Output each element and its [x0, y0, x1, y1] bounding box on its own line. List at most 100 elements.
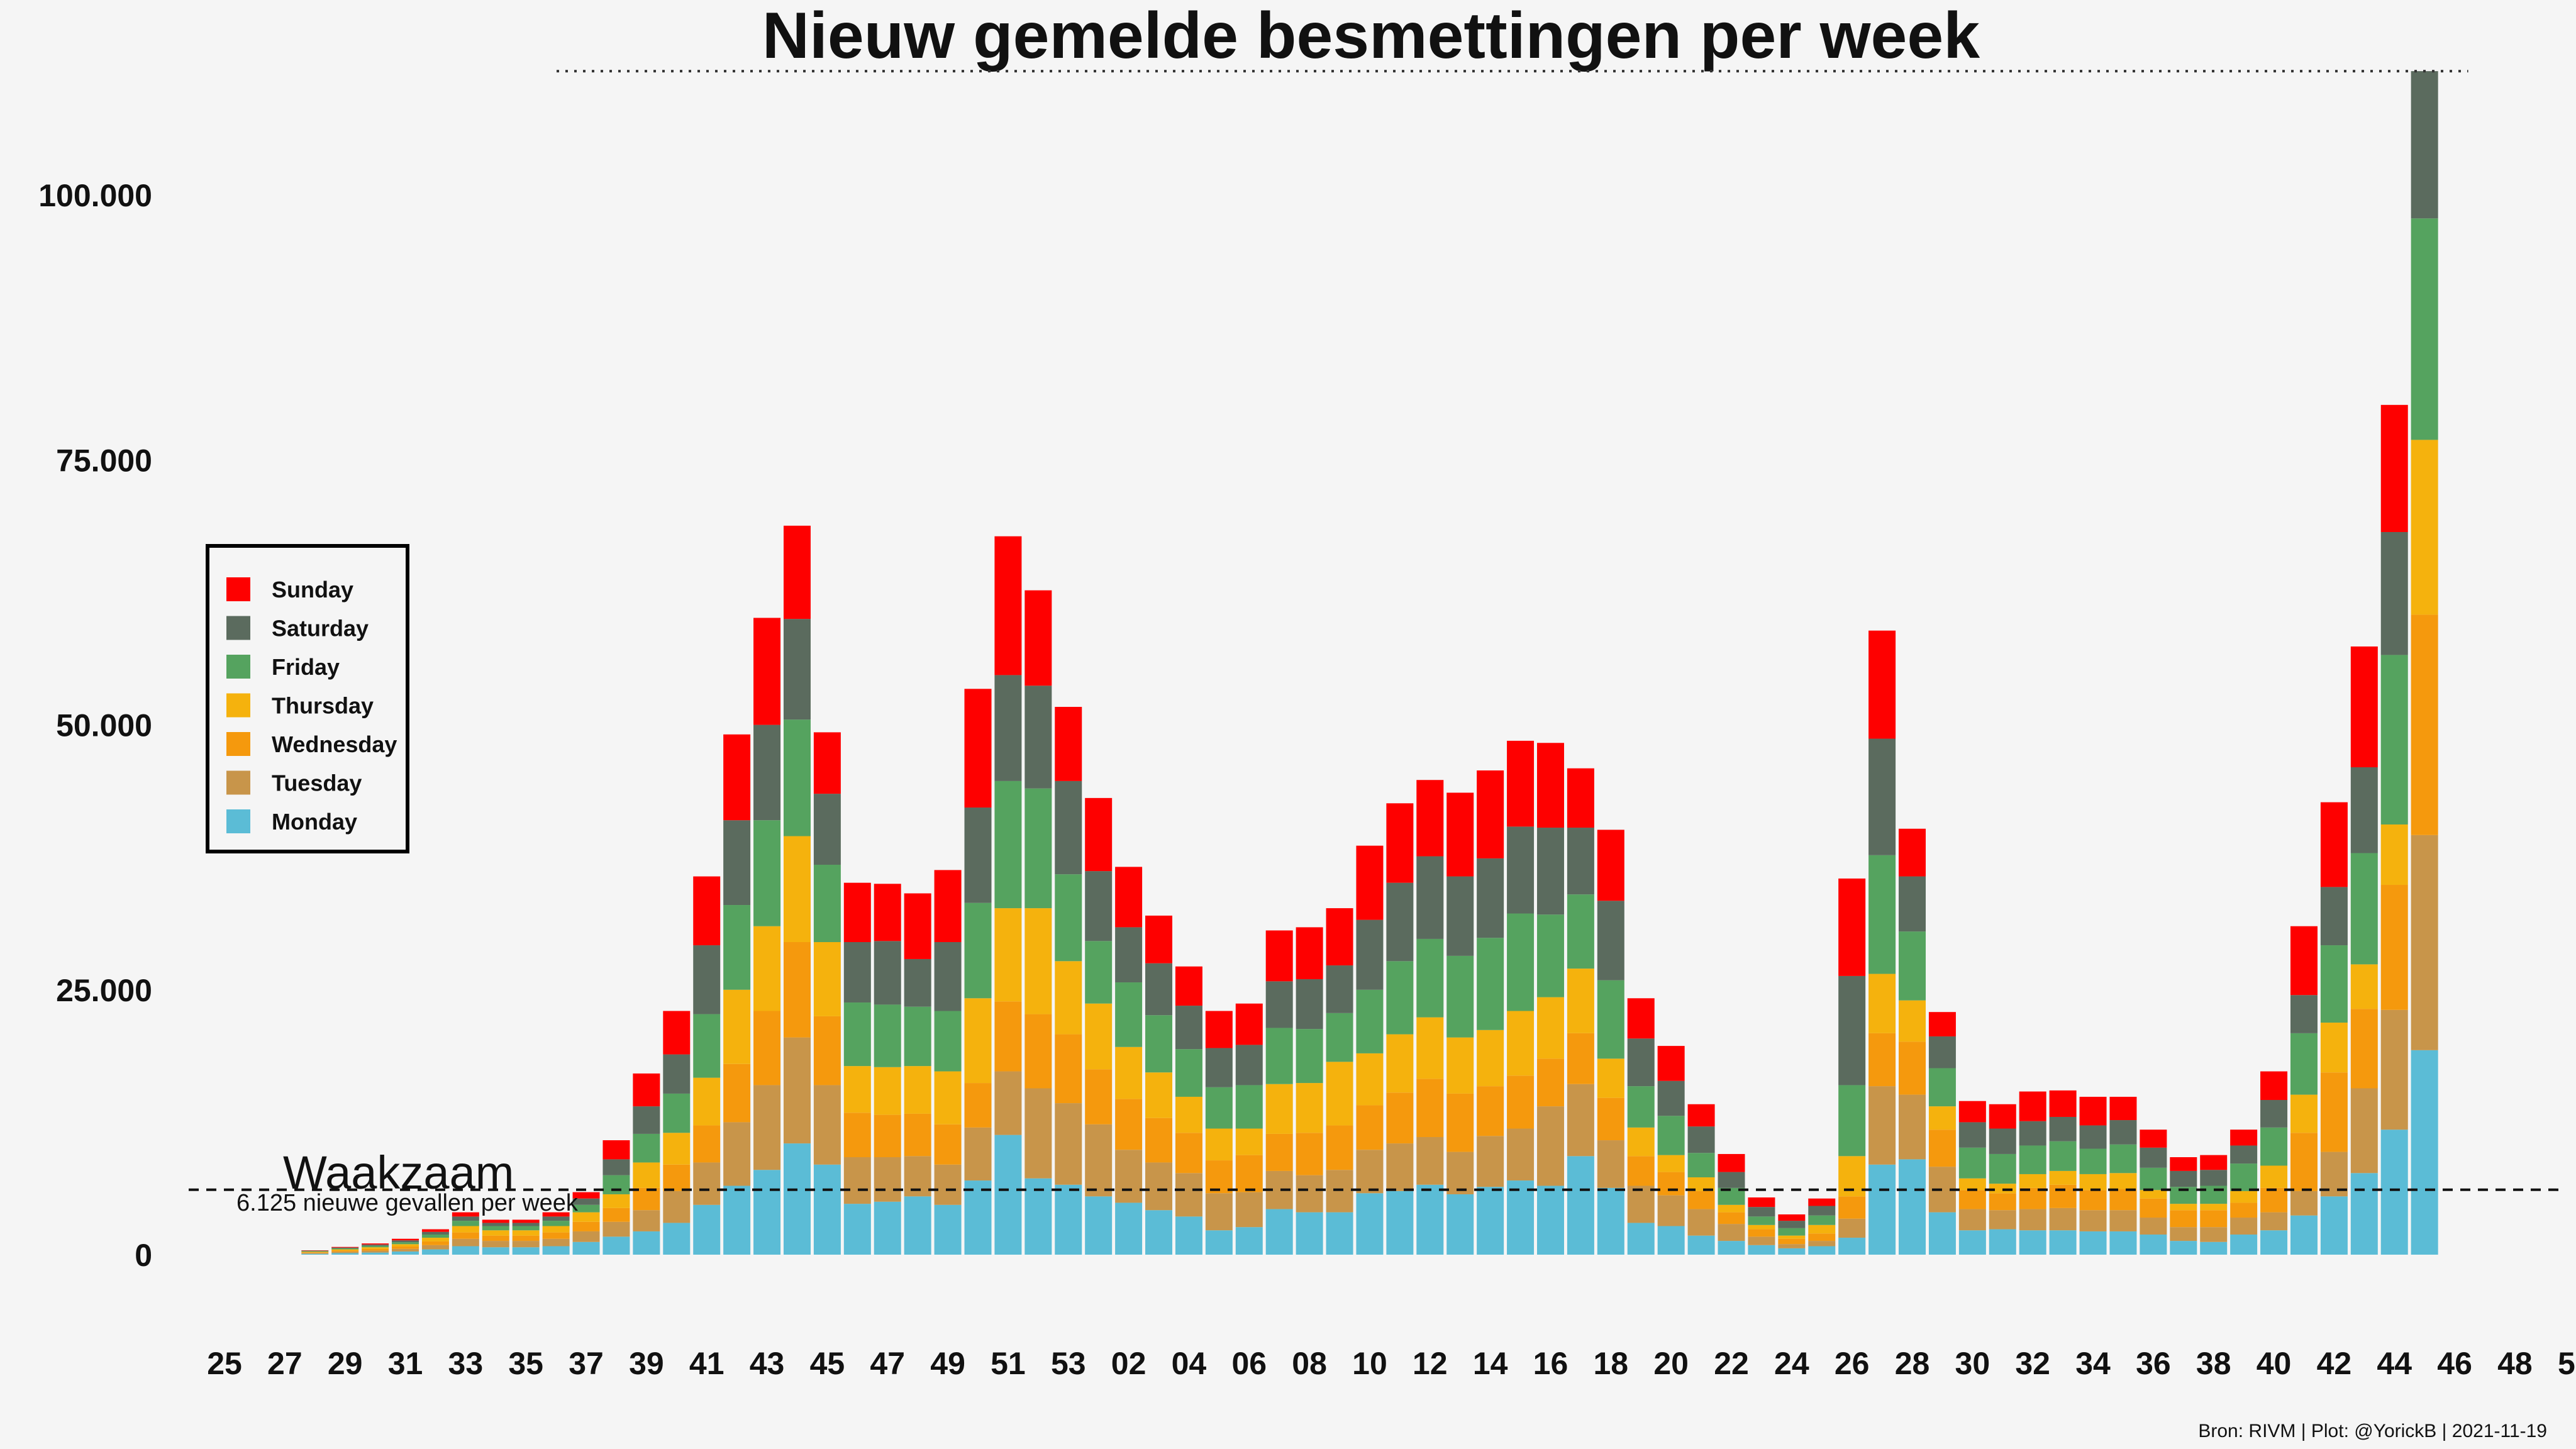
bar-segment-monday — [1265, 1209, 1293, 1255]
bar-segment-sunday — [1235, 1003, 1263, 1045]
bar-segment-thursday — [2019, 1174, 2046, 1188]
threshold-sublabel: 6.125 nieuwe gevallen per week — [236, 1190, 579, 1216]
x-tick-label: 14 — [1473, 1346, 1508, 1381]
week-bar-stack — [633, 1073, 660, 1255]
bar-segment-thursday — [1928, 1106, 1956, 1130]
x-tick-label: 47 — [870, 1346, 905, 1381]
bar-segment-tuesday — [1477, 1136, 1504, 1187]
week-bar-stack — [1838, 878, 1866, 1255]
bar-segment-friday — [2350, 853, 2378, 965]
bar-segment-saturday — [542, 1216, 570, 1221]
bar-segment-wednesday — [301, 1252, 329, 1253]
bar-segment-saturday — [994, 675, 1022, 781]
bar-segment-wednesday — [2260, 1187, 2288, 1213]
bar-segment-tuesday — [1657, 1195, 1685, 1226]
week-bar-stack — [1024, 590, 1052, 1255]
bar-segment-friday — [1958, 1147, 1986, 1179]
week-bar-stack — [542, 1212, 570, 1255]
bar-segment-wednesday — [1296, 1133, 1323, 1175]
bar-segment-thursday — [1205, 1128, 1233, 1161]
week-bar-stack — [904, 893, 931, 1255]
bar-segment-wednesday — [1748, 1229, 1775, 1237]
bar-segment-saturday — [512, 1223, 540, 1226]
bar-segment-wednesday — [1627, 1156, 1655, 1186]
bar-segment-wednesday — [482, 1235, 509, 1241]
bar-segment-saturday — [2230, 1145, 2258, 1164]
bar-segment-wednesday — [331, 1250, 359, 1252]
bar-segment-monday — [1507, 1180, 1535, 1255]
bar-segment-friday — [1928, 1068, 1956, 1107]
bar-segment-friday — [934, 1011, 962, 1072]
bar-segment-sunday — [1265, 930, 1293, 982]
bar-segment-sunday — [362, 1243, 389, 1245]
bar-segment-monday — [663, 1223, 691, 1255]
bar-segment-tuesday — [2200, 1227, 2228, 1242]
bar-segment-saturday — [904, 958, 931, 1007]
week-bar-stack — [1085, 797, 1113, 1255]
bar-segment-saturday — [572, 1198, 600, 1205]
legend-swatch-tuesday — [226, 770, 250, 795]
bar-segment-sunday — [1597, 830, 1624, 901]
week-bar-stack — [1446, 792, 1474, 1255]
bar-segment-monday — [1145, 1210, 1173, 1255]
week-bar-stack — [1567, 768, 1594, 1255]
bar-segment-saturday — [753, 724, 781, 821]
bar-segment-sunday — [2200, 1155, 2228, 1170]
bar-segment-thursday — [874, 1067, 901, 1115]
bar-segment-friday — [1416, 938, 1444, 1018]
chart-title: Nieuw gemelde besmettingen per week — [762, 0, 1980, 72]
bar-segment-saturday — [1446, 876, 1474, 956]
bar-segment-tuesday — [753, 1085, 781, 1170]
bar-segment-saturday — [1928, 1036, 1956, 1069]
bar-segment-saturday — [1115, 927, 1143, 983]
bar-segment-saturday — [693, 945, 721, 1014]
bar-segment-wednesday — [1928, 1130, 1956, 1167]
bar-segment-wednesday — [2230, 1202, 2258, 1218]
bar-segment-tuesday — [2019, 1209, 2046, 1231]
bar-segment-wednesday — [2320, 1072, 2348, 1152]
bar-segment-tuesday — [1296, 1175, 1323, 1213]
x-tick-label: 08 — [1292, 1346, 1327, 1381]
bar-segment-sunday — [2260, 1071, 2288, 1101]
bar-segment-wednesday — [1597, 1097, 1624, 1141]
bar-segment-monday — [2200, 1241, 2228, 1255]
bar-segment-monday — [392, 1251, 419, 1255]
bar-segment-wednesday — [843, 1113, 871, 1157]
bar-segment-wednesday — [1958, 1190, 1986, 1209]
week-bar-stack — [1748, 1197, 1775, 1255]
x-tick-label: 37 — [569, 1346, 604, 1381]
bar-segment-wednesday — [1175, 1133, 1202, 1174]
week-bar-stack — [994, 536, 1022, 1255]
bar-segment-saturday — [2140, 1147, 2167, 1168]
bar-segment-sunday — [1175, 966, 1202, 1006]
bar-segment-sunday — [301, 1250, 329, 1251]
bar-segment-thursday — [2350, 964, 2378, 1009]
bar-segment-wednesday — [994, 1001, 1022, 1072]
bar-segment-wednesday — [874, 1114, 901, 1157]
bar-segment-thursday — [362, 1247, 389, 1249]
bar-segment-monday — [1808, 1246, 1836, 1255]
bar-segment-thursday — [2140, 1190, 2167, 1199]
bar-segment-thursday — [964, 998, 992, 1084]
bar-segment-saturday — [2380, 531, 2408, 655]
bar-segment-saturday — [2109, 1120, 2137, 1145]
bar-segment-sunday — [2140, 1130, 2167, 1148]
bar-segment-monday — [362, 1252, 389, 1255]
bar-segment-sunday — [331, 1246, 359, 1248]
bar-segment-sunday — [1477, 770, 1504, 858]
x-tick-label: 40 — [2257, 1346, 2292, 1381]
bar-segment-thursday — [934, 1071, 962, 1124]
bar-segment-sunday — [904, 893, 931, 959]
bar-segment-saturday — [482, 1223, 509, 1226]
bar-segment-thursday — [1356, 1053, 1384, 1106]
bar-segment-friday — [1748, 1216, 1775, 1225]
bar-segment-friday — [1838, 1085, 1866, 1157]
bar-segment-tuesday — [1356, 1150, 1384, 1194]
bar-segment-thursday — [1326, 1062, 1353, 1126]
bar-segment-thursday — [723, 989, 751, 1064]
bar-segment-tuesday — [1958, 1209, 1986, 1231]
bar-segment-thursday — [1597, 1058, 1624, 1098]
legend-swatch-sunday — [226, 577, 250, 601]
bar-segment-saturday — [1235, 1045, 1263, 1085]
week-bar-stack — [1386, 803, 1414, 1255]
